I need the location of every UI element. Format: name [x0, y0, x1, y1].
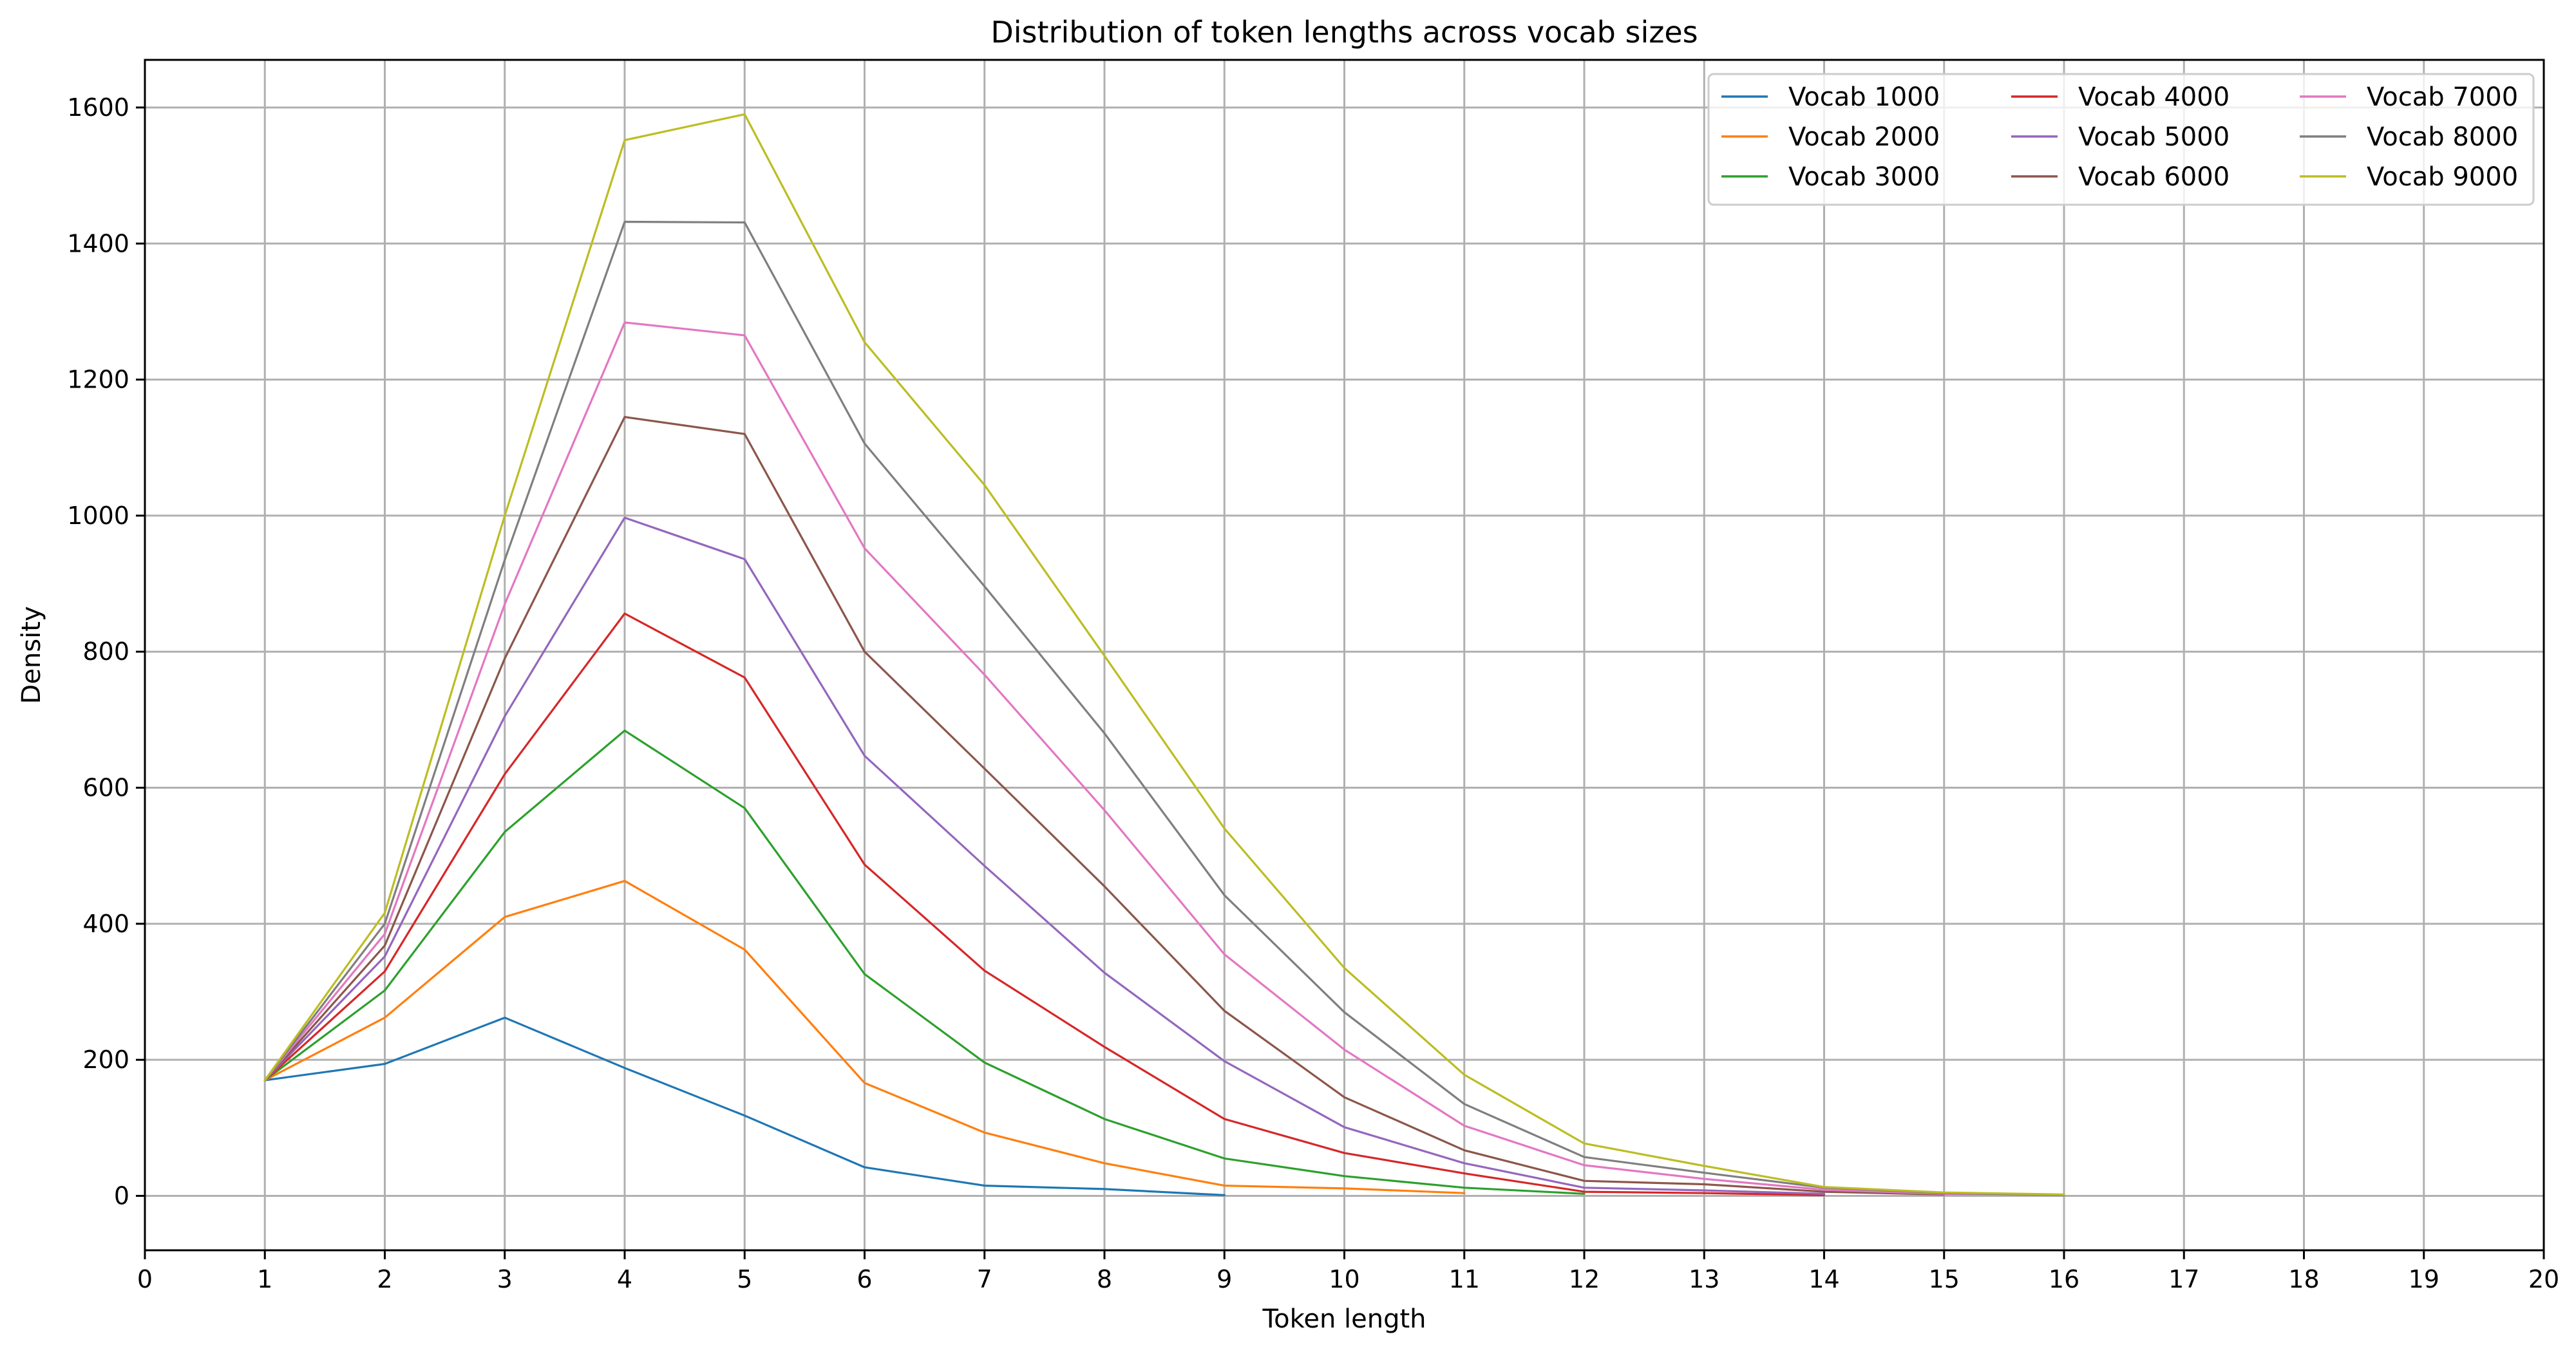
series-line-vocab-7000: [263, 321, 2065, 1196]
y-tick-label: 400: [82, 910, 129, 938]
y-axis: 0 200 400 600 800 1000 1200 1400 1600: [67, 93, 145, 1210]
series-line-vocab-3000: [263, 729, 1586, 1195]
chart-title: Distribution of token lengths across voc…: [990, 15, 1698, 50]
legend-box: [1707, 73, 2535, 206]
x-tick-label: 17: [2168, 1265, 2199, 1293]
x-tick-label: 0: [137, 1265, 153, 1293]
series-line-vocab-2000: [263, 879, 1466, 1194]
x-tick-label: 11: [1449, 1265, 1480, 1293]
series-line-vocab-9000: [263, 113, 2065, 1196]
x-tick-label: 7: [977, 1265, 992, 1293]
legend-label: Vocab 4000: [2078, 82, 2230, 112]
legend-label: Vocab 7000: [2367, 82, 2518, 112]
x-tick-label: 3: [497, 1265, 513, 1293]
y-tick-label: 1000: [67, 502, 129, 530]
series-line-vocab-4000: [263, 612, 1826, 1196]
x-tick-label: 9: [1217, 1265, 1232, 1293]
x-tick-label: 15: [1929, 1265, 1960, 1293]
y-tick-label: 200: [82, 1046, 129, 1074]
x-tick-label: 10: [1329, 1265, 1359, 1293]
x-tick-label: 1: [257, 1265, 272, 1293]
y-tick-label: 800: [82, 637, 129, 666]
x-axis: 0 1 2 3 4 5 6 7 8 9 10 11 12 13 14 15 16 17 18 19 20: [137, 1250, 2559, 1293]
y-axis-label: Density: [17, 606, 46, 704]
series-line-vocab-6000: [263, 416, 1946, 1196]
y-tick-label: 0: [114, 1181, 129, 1210]
y-tick-label: 1200: [67, 366, 129, 394]
y-tick-label: 1400: [67, 229, 129, 258]
legend-label: Vocab 2000: [1788, 122, 1940, 152]
x-tick-label: 19: [2409, 1265, 2439, 1293]
x-tick-label: 2: [377, 1265, 392, 1293]
x-tick-label: 5: [737, 1265, 752, 1293]
x-tick-label: 4: [617, 1265, 632, 1293]
legend: Vocab 1000 Vocab 2000 Vocab 3000 Vocab 4000…: [1707, 73, 2535, 206]
x-tick-label: 20: [2528, 1265, 2559, 1293]
series-line-vocab-1000: [263, 1017, 1226, 1196]
x-tick-label: 16: [2049, 1265, 2079, 1293]
series-line-vocab-8000: [263, 220, 2065, 1196]
y-tick-label: 1600: [67, 93, 129, 122]
legend-label: Vocab 9000: [2367, 162, 2518, 192]
legend-label: Vocab 8000: [2367, 122, 2518, 152]
x-tick-label: 6: [857, 1265, 872, 1293]
legend-label: Vocab 1000: [1788, 82, 1940, 112]
legend-label: Vocab 3000: [1788, 162, 1940, 192]
series-lines: [263, 113, 2065, 1196]
legend-label: Vocab 6000: [2078, 162, 2230, 192]
x-tick-label: 18: [2288, 1265, 2319, 1293]
legend-label: Vocab 5000: [2078, 122, 2230, 152]
x-tick-label: 12: [1569, 1265, 1600, 1293]
series-line-vocab-5000: [263, 516, 1826, 1195]
grid: [144, 60, 2545, 1250]
x-tick-label: 14: [1808, 1265, 1839, 1293]
x-tick-label: 13: [1689, 1265, 1719, 1293]
x-axis-label: Token length: [1262, 1304, 1426, 1334]
x-tick-label: 8: [1097, 1265, 1112, 1293]
y-tick-label: 600: [82, 774, 129, 802]
